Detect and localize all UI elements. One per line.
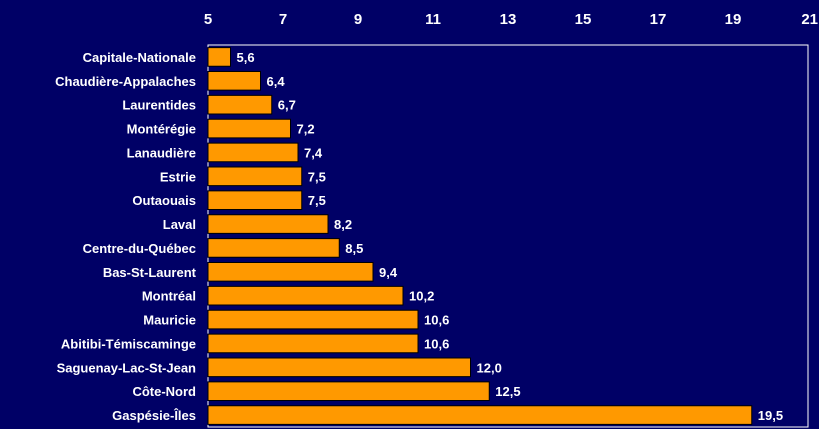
x-tick-label: 19	[725, 11, 742, 28]
category-label: Abitibi-Témiscaminge	[61, 336, 196, 351]
bar	[207, 190, 303, 210]
category-label: Chaudière-Appalaches	[55, 74, 196, 89]
bar	[207, 309, 419, 330]
category-label: Centre-du-Québec	[83, 241, 196, 256]
bar	[207, 405, 753, 425]
x-tick-label: 15	[575, 11, 592, 28]
category-label: Outaouais	[132, 193, 196, 208]
category-label: Mauricie	[143, 313, 196, 328]
bar	[207, 118, 291, 139]
x-tick-label: 21	[801, 11, 818, 28]
category-label: Lanaudière	[127, 145, 196, 160]
category-label: Bas-St-Laurent	[103, 265, 197, 280]
category-label: Gaspésie-Îles	[112, 408, 196, 423]
data-label: 7,4	[304, 145, 323, 160]
x-tick-label: 7	[279, 11, 287, 28]
x-tick-label: 17	[650, 11, 667, 28]
data-label: 10,6	[424, 336, 449, 351]
bar	[207, 47, 231, 67]
bar	[207, 142, 299, 163]
data-label: 5,6	[237, 50, 255, 65]
data-label: 7,5	[308, 193, 326, 208]
category-label: Capitale-Nationale	[83, 50, 196, 65]
category-label: Montréal	[142, 289, 196, 304]
bar	[207, 285, 404, 306]
data-label: 12,5	[495, 384, 520, 399]
data-label: 7,5	[308, 169, 326, 184]
x-tick-label: 13	[500, 11, 517, 28]
bar	[207, 357, 471, 378]
bar	[207, 262, 374, 282]
data-label: 19,5	[758, 408, 783, 423]
plot-area-border	[207, 44, 809, 428]
category-label: Saguenay-Lac-St-Jean	[57, 360, 196, 375]
bar	[207, 333, 419, 354]
x-axis-tick-labels: 5 7 9 11 13 15 17 19 21	[204, 11, 818, 28]
data-label: 9,4	[379, 265, 398, 280]
data-label: 8,5	[345, 241, 363, 256]
category-labels: Capitale-Nationale Chaudière-Appalaches La…	[55, 50, 197, 423]
bar	[207, 166, 303, 187]
bar	[207, 238, 340, 258]
bar	[207, 214, 329, 234]
category-label: Côte-Nord	[132, 384, 196, 399]
data-label: 10,2	[409, 289, 434, 304]
value-labels: 5,6 6,4 6,77,2 7,4 7,5 7,5 8,2 8,5 9,4 10,2 10,6 10…	[237, 50, 784, 423]
x-tick-label: 9	[354, 11, 362, 28]
data-label: 6,4	[267, 74, 286, 89]
bar	[207, 71, 261, 91]
data-label: 6,7	[278, 98, 296, 113]
category-label: Montérégie	[127, 122, 196, 137]
bars	[207, 47, 753, 425]
bar	[207, 94, 273, 115]
data-label: 8,2	[334, 217, 352, 232]
x-tick-label: 5	[204, 11, 212, 28]
bar	[207, 381, 490, 401]
category-label: Laurentides	[122, 98, 196, 113]
data-label: 12,0	[477, 360, 502, 375]
x-tick-label: 11	[425, 11, 441, 28]
category-label: Estrie	[160, 169, 196, 184]
data-label: 7,2	[297, 122, 315, 137]
data-label: 10,6	[424, 313, 449, 328]
category-label: Laval	[163, 217, 196, 232]
